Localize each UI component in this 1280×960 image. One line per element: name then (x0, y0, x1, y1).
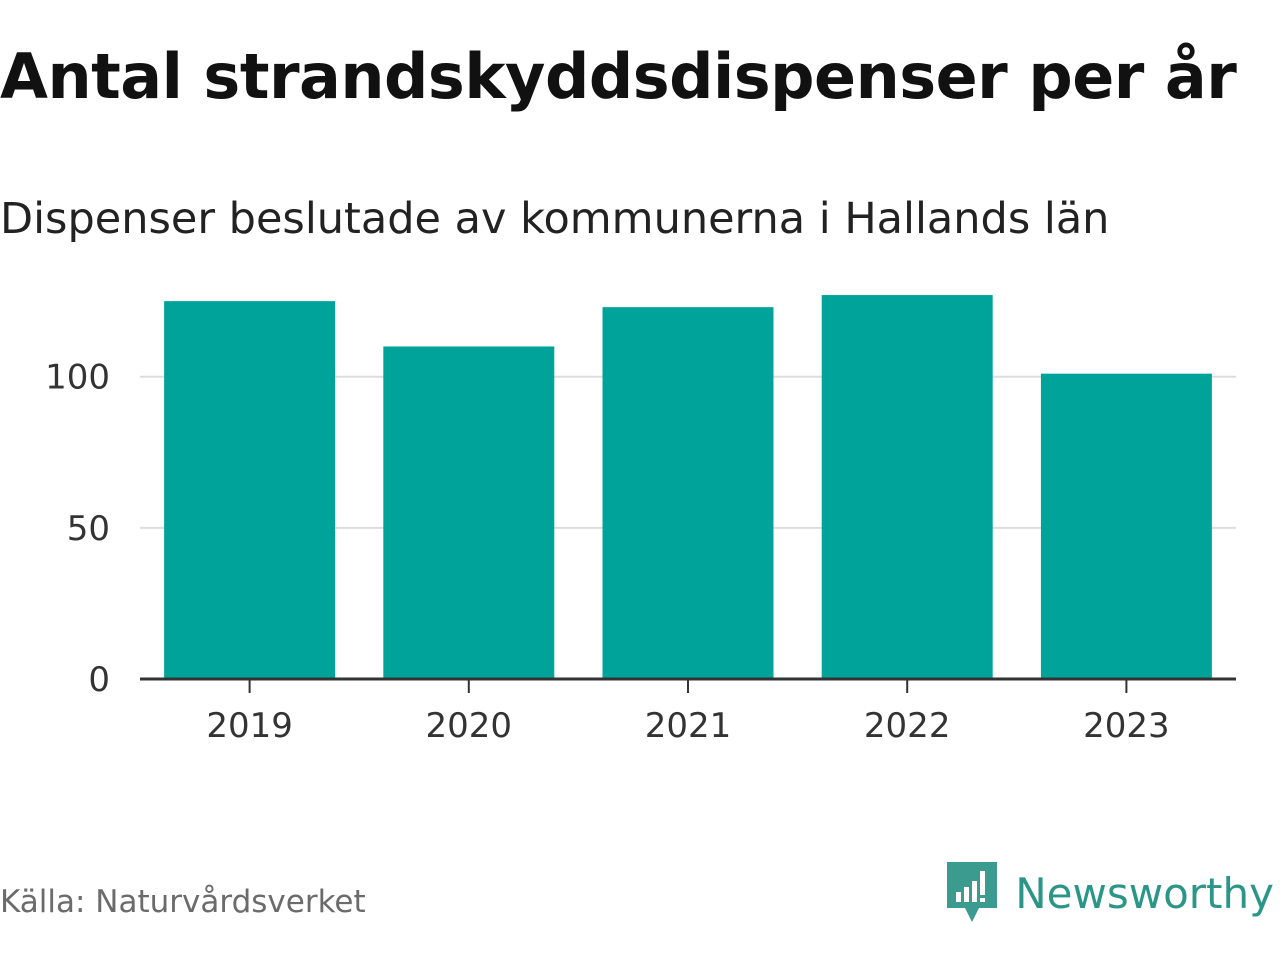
x-tick-label-2023: 2023 (1083, 706, 1170, 746)
chart-subtitle: Dispenser beslutade av kommunerna i Hall… (0, 194, 1110, 244)
x-tick-label-2020: 2020 (426, 706, 513, 746)
bar-2019 (164, 301, 336, 679)
brand-name: Newsworthy (1015, 868, 1274, 918)
x-tick-label-2019: 2019 (206, 706, 293, 746)
x-tick-label-2022: 2022 (864, 706, 951, 746)
bar-2023 (1040, 373, 1212, 679)
bar-2021 (602, 307, 774, 679)
y-tick-label-50: 50 (67, 509, 110, 549)
newsworthy-logo-icon (947, 862, 998, 922)
x-tick-label-2021: 2021 (645, 706, 732, 746)
y-tick-label-100: 100 (45, 358, 110, 398)
bar-2022 (821, 295, 993, 679)
source-note: Källa: Naturvårdsverket (0, 884, 366, 920)
y-tick-label-0: 0 (88, 660, 110, 700)
chart-title: Antal strandskyddsdispenser per år (0, 40, 1237, 113)
brand-logo: Newsworthy (947, 862, 1274, 924)
bars (164, 295, 1212, 679)
axes: 0 50 100 2019 2020 2021 2022 2023 (45, 358, 1236, 746)
bar-2020 (383, 346, 555, 679)
